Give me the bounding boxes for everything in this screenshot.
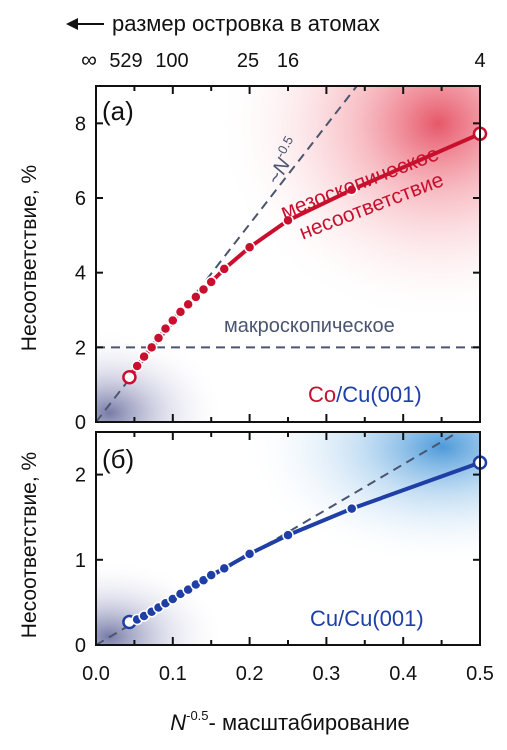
data-point xyxy=(174,306,187,318)
y-tick-label: 0 xyxy=(75,635,86,657)
top-tick-label-100: 100 xyxy=(155,50,188,72)
top-tick-label-529: 529 xyxy=(109,50,142,72)
data-point xyxy=(218,263,231,275)
data-point xyxy=(152,332,165,344)
data-point xyxy=(138,350,150,363)
data-point xyxy=(205,276,217,288)
data-point xyxy=(131,360,143,372)
data-point xyxy=(197,574,210,586)
data-point xyxy=(205,569,217,581)
panel-a-red-glow xyxy=(200,86,480,336)
top-tick-label-4: 4 xyxy=(474,50,485,72)
data-point xyxy=(345,502,358,515)
panel-a-label: (а) xyxy=(102,96,134,126)
data-point xyxy=(218,562,231,575)
x-tick-label: 0.5 xyxy=(466,663,494,685)
macro-label: макроскопическое xyxy=(224,315,395,337)
x-tick-label: 0.4 xyxy=(389,663,417,685)
bottom-axis: 0.0 0.1 0.2 0.3 0.4 0.5 xyxy=(82,663,494,685)
data-point xyxy=(122,369,137,385)
data-point xyxy=(167,314,179,327)
panel-a-ylabel: Несоответствие, % xyxy=(18,165,41,351)
x-axis-label: N-0.5- масштабирование xyxy=(170,708,410,735)
data-point xyxy=(182,298,194,311)
x-tick-label: 0.1 xyxy=(159,663,187,685)
y-tick-label: 2 xyxy=(75,337,86,359)
y-tick-label: 1 xyxy=(75,550,86,572)
top-axis-arrow-label: размер островка в атомах xyxy=(112,11,380,36)
panel-a-grey-glow xyxy=(96,330,226,422)
top-tick-label-25: 25 xyxy=(237,50,259,72)
top-axis: размер островка в атомах ∞ 529 100 25 16… xyxy=(66,11,486,72)
panel-a-plot-area xyxy=(96,86,480,422)
x-axis-label-sup: -0.5 xyxy=(186,708,208,723)
data-point xyxy=(182,583,194,596)
data-point xyxy=(243,241,256,254)
panel-a-marks xyxy=(122,126,488,385)
y-tick-label: 8 xyxy=(75,113,86,135)
y-tick-label: 4 xyxy=(75,263,86,285)
y-tick-label: 2 xyxy=(75,465,86,487)
panel-a-material: Co/Cu(001) xyxy=(308,382,422,407)
panel-b-ylabel: Несоответствие, % xyxy=(18,452,41,638)
data-point xyxy=(159,322,172,335)
panel-b: 0 1 2 (б) Несоответствие, % Cu/Cu(001) xyxy=(18,431,488,657)
x-tick-label: 0.3 xyxy=(312,663,340,685)
panel-b-marks xyxy=(122,455,488,630)
data-point xyxy=(190,291,202,303)
panel-a-material-suffix: /Cu(001) xyxy=(336,382,422,407)
data-point xyxy=(345,184,358,196)
data-point xyxy=(243,548,256,560)
panel-a-ticks: 0 2 4 6 8 xyxy=(75,86,481,434)
data-point xyxy=(145,341,158,354)
x-tick-label: 0.0 xyxy=(82,663,110,685)
panel-b-ticks: 0 1 2 xyxy=(75,432,481,657)
panel-a-material-prefix: Co xyxy=(308,382,336,407)
data-point xyxy=(167,593,179,605)
data-point xyxy=(282,214,294,227)
y-tick-label: 6 xyxy=(75,188,86,210)
panel-b-label: (б) xyxy=(102,444,134,474)
data-point xyxy=(282,529,294,541)
y-tick-label: 0 xyxy=(75,412,86,434)
top-arrow-head-icon xyxy=(66,18,78,30)
x-tick-label: 0.2 xyxy=(236,663,264,685)
x-axis-label-italic: N xyxy=(170,710,186,735)
top-tick-label-infinity: ∞ xyxy=(81,47,97,72)
data-point xyxy=(197,283,210,296)
panel-b-material: Cu/Cu(001) xyxy=(310,606,424,631)
top-tick-label-16: 16 xyxy=(277,50,299,72)
x-axis-label-rest: - масштабирование xyxy=(209,710,410,735)
